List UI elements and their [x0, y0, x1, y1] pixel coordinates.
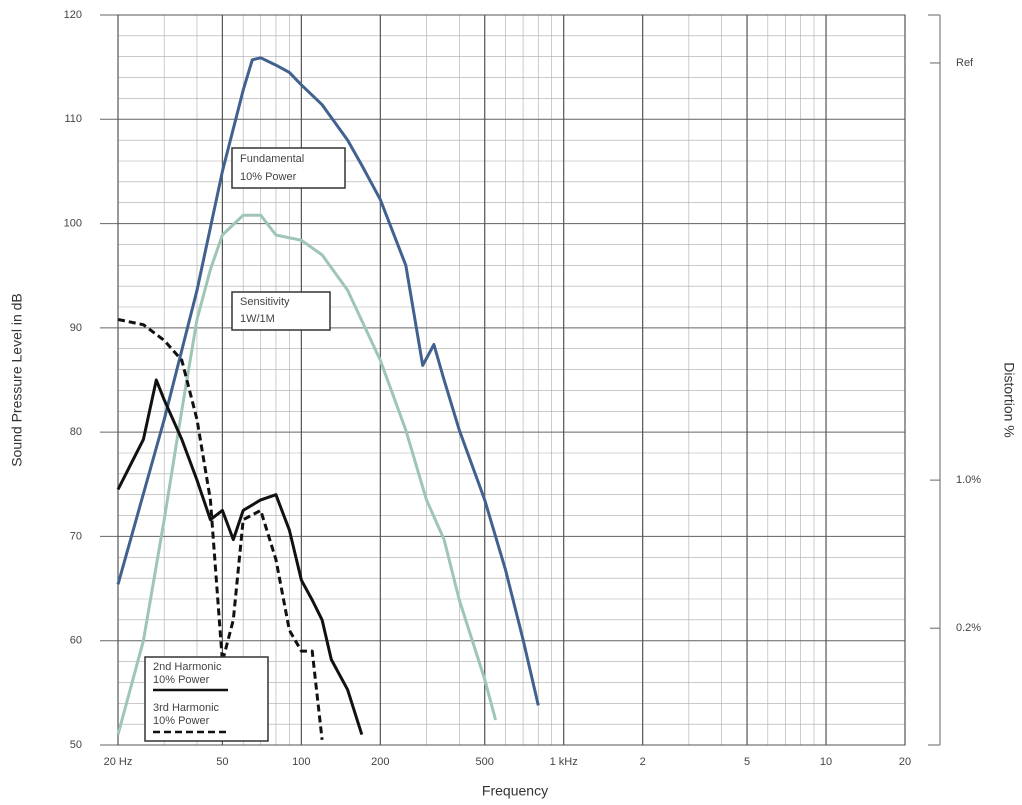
series-line	[116, 56, 540, 706]
y-tick-label: 80	[70, 426, 82, 438]
x-tick-label: 20 Hz	[104, 756, 133, 768]
legend-box	[231, 147, 346, 189]
legend-label: 1W/1M	[240, 313, 275, 325]
y-tick-label: 50	[70, 739, 82, 751]
y2-tick-label: 1.0%	[956, 474, 981, 486]
x-tick-label: 20	[899, 756, 911, 768]
y-axis-label: Sound Pressure Level in dB	[9, 293, 25, 467]
legend-label: 10% Power	[153, 715, 210, 727]
y-tick-label: 90	[70, 322, 82, 334]
y-tick-label: 100	[64, 217, 82, 229]
x-tick-label: 100	[292, 756, 310, 768]
series-line	[116, 213, 498, 735]
y2-tick-label: 0.2%	[956, 622, 981, 634]
legend-label: Fundamental	[240, 153, 304, 165]
y2-axis-label: Distortion %	[1001, 362, 1017, 437]
x-axis-label: Frequency	[482, 783, 548, 799]
legend-label: 10% Power	[153, 674, 210, 686]
x-tick-label: 2	[640, 756, 646, 768]
legend-box	[144, 656, 269, 742]
legend-label: 10% Power	[240, 171, 297, 183]
legend-box	[231, 291, 331, 331]
x-tick-label: 50	[216, 756, 228, 768]
x-tick-label: 5	[744, 756, 750, 768]
legend-label: 2nd Harmonic	[153, 661, 222, 673]
y-tick-label: 120	[64, 9, 82, 21]
x-tick-label: 10	[820, 756, 832, 768]
y2-tick-label: Ref	[956, 57, 974, 69]
y-tick-label: 70	[70, 530, 82, 542]
y-tick-label: 110	[64, 113, 82, 125]
legend-label: Sensitivity	[240, 296, 290, 308]
series-line	[116, 378, 364, 736]
plot-frame	[117, 14, 906, 746]
x-tick-label: 1 kHz	[550, 756, 578, 768]
series-line	[117, 318, 324, 740]
y-tick-label: 60	[70, 635, 82, 647]
x-tick-label: 200	[371, 756, 389, 768]
legend-label: 3rd Harmonic	[153, 702, 220, 714]
x-tick-label: 500	[476, 756, 494, 768]
